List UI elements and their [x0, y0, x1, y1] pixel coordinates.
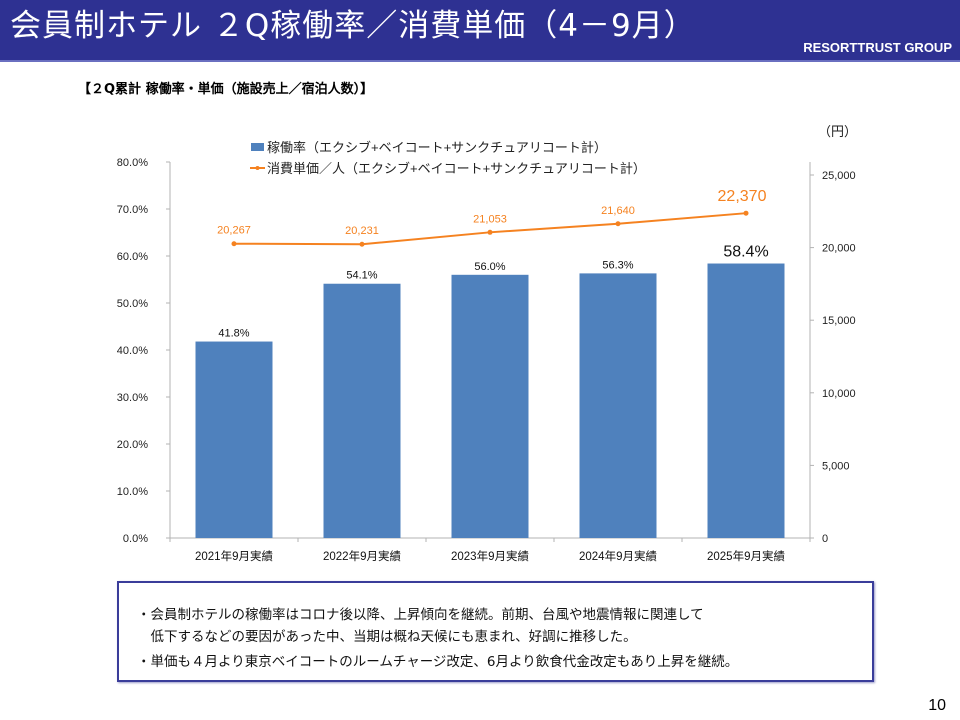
x-axis-category-label: 2023年9月実績	[451, 549, 529, 563]
chart-subtitle: 【２Q累計 稼働率・単価（施設売上／宿泊人数）】	[78, 82, 374, 97]
legend-swatch-bar	[251, 143, 264, 151]
left-axis-tick-label: 10.0%	[117, 486, 148, 498]
right-axis-tick-label: 10,000	[822, 388, 856, 400]
header-bar: 会員制ホテル ２Q稼働率／消費単価（4－9月） RESORTTRUST GROU…	[0, 0, 960, 62]
x-axis-category-label: 2022年9月実績	[323, 549, 401, 563]
chart-axes: 0.0% 10.0% 20.0% 30.0% 40.0% 50.0% 60.0% 70.0% 8…	[117, 157, 856, 563]
left-axis-tick-label: 70.0%	[117, 204, 148, 216]
bar	[323, 283, 401, 538]
left-axis-tick-label: 20.0%	[117, 439, 148, 451]
line-series	[231, 210, 749, 247]
line-point	[743, 210, 749, 216]
bar-data-label: 56.3%	[602, 259, 633, 271]
bar-data-label: 56.0%	[474, 261, 505, 273]
bar	[707, 263, 785, 538]
left-axis-tick-label: 50.0%	[117, 298, 148, 310]
bar-series	[195, 263, 785, 538]
combo-chart: 稼働率（エクシブ+ベイコート+サンクチュアリコート計） 消費単価／人（エクシブ+…	[117, 124, 857, 563]
line-point	[615, 221, 621, 227]
page-title: 会員制ホテル ２Q稼働率／消費単価（4－9月）	[10, 8, 696, 44]
bar	[451, 274, 529, 538]
line-point	[487, 229, 493, 235]
right-axis-tick-label: 25,000	[822, 170, 856, 182]
line-data-label: 21,053	[473, 213, 507, 225]
right-axis-tick-label: 15,000	[822, 315, 856, 327]
comment-line-1: ・会員制ホテルの稼働率はコロナ後以降、上昇傾向を継続。前期、台風や地震情報に関連…	[137, 607, 704, 623]
left-axis-tick-label: 0.0%	[123, 533, 148, 545]
left-axis-tick-label: 80.0%	[117, 157, 148, 169]
right-axis-tick-label: 5,000	[822, 460, 850, 472]
line-data-label-highlight: 22,370	[718, 188, 767, 205]
bar-data-label: 41.8%	[218, 328, 249, 340]
right-axis-tick-label: 20,000	[822, 243, 856, 255]
bar-data-label-highlight: 58.4%	[723, 244, 768, 261]
comment-line-2: 低下するなどの要因があった中、当期は概ね天候にも恵まれ、好調に推移した。	[137, 629, 637, 645]
line-data-label: 20,267	[217, 225, 251, 237]
data-labels: 41.8% 54.1% 56.0% 56.3% 58.4% 20,267 20,231 21,…	[217, 188, 769, 339]
right-axis-unit-label: （円）	[818, 124, 857, 139]
x-axis-category-label: 2021年9月実績	[195, 549, 273, 563]
right-axis-tick-label: 0	[822, 533, 828, 545]
commentary-box: ・会員制ホテルの稼働率はコロナ後以降、上昇傾向を継続。前期、台風や地震情報に関連…	[117, 581, 874, 682]
line-point	[359, 241, 365, 247]
bar-data-label: 54.1%	[346, 270, 377, 282]
comment-line-3: ・単価も４月より東京ベイコートのルームチャージ改定、6月より飲食代金改定もあり上…	[137, 654, 739, 670]
x-axis-category-label: 2024年9月実績	[579, 549, 657, 563]
brand-logo-text: RESORTTRUST GROUP	[803, 40, 952, 55]
chart-legend: 稼働率（エクシブ+ベイコート+サンクチュアリコート計） 消費単価／人（エクシブ+…	[250, 140, 646, 176]
page-number: 10	[928, 697, 946, 714]
left-axis-tick-label: 40.0%	[117, 345, 148, 357]
bar	[195, 341, 273, 538]
bar	[579, 273, 657, 538]
line-data-label: 21,640	[601, 205, 635, 217]
x-axis-category-label: 2025年9月実績	[707, 549, 785, 563]
left-axis-tick-label: 30.0%	[117, 392, 148, 404]
legend-label-bar: 稼働率（エクシブ+ベイコート+サンクチュアリコート計）	[267, 140, 607, 155]
legend-label-line: 消費単価／人（エクシブ+ベイコート+サンクチュアリコート計）	[267, 161, 646, 176]
line-point	[231, 241, 237, 247]
legend-swatch-marker	[255, 166, 260, 170]
line-data-label: 20,231	[345, 225, 379, 237]
left-axis-tick-label: 60.0%	[117, 251, 148, 263]
